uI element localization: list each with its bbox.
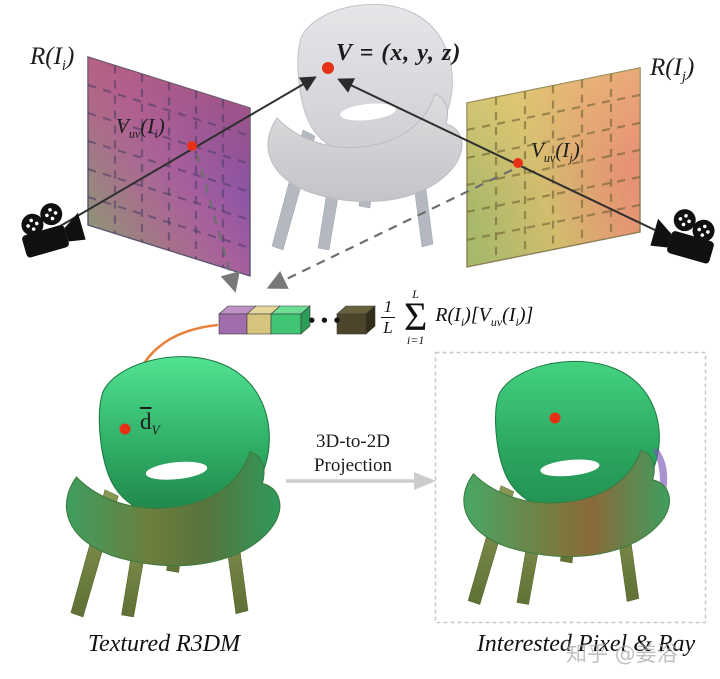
f-text: R(I [435,304,461,326]
ellipsis-dots: ••• [307,312,345,330]
f-text: )] [518,304,534,326]
dashed-arrow-right-plane [266,169,513,289]
mesh-chair-3d [267,4,463,251]
label-sub: j [569,151,573,166]
f-text: (I [502,304,516,326]
label-text: ) [685,54,695,81]
f-sub: i [460,315,465,329]
projected-chair-point [549,412,561,424]
label-text: ) [572,138,580,162]
movie-camera-icon-left [14,196,87,259]
label-Vuv-Ii: Vuv(Ii) [116,114,165,142]
textured-chair-point [119,423,131,435]
red-points [119,62,561,435]
label-text: V [531,138,544,162]
vertex-point [322,62,334,74]
label-dbar-V: dV [140,410,160,437]
feature-vector-blocks [218,305,376,335]
f-text: )[ [464,304,479,326]
label-sub: V [151,422,160,438]
projection-line2: Projection [313,454,393,476]
sigma-symbol: Σ [404,294,428,339]
label-text: R(I [30,43,62,70]
ray-right [337,78,679,242]
label-vertex-xyz: V = (x, y, z) [336,40,462,66]
label-sub: i [154,127,158,142]
denominator: L [383,317,393,337]
textured-chair [66,356,281,618]
numerator: 1 [383,296,393,316]
label-Vuv-Ij: Vuv(Ij) [531,138,580,166]
right-plane-point [513,158,523,168]
label-text: (I [140,114,155,138]
projected-chair [463,360,670,605]
label-text: R(I [650,54,682,81]
projection-arrow [286,472,436,490]
label-text: ) [157,114,165,138]
f-sub: uv [490,315,503,329]
label-sub: uv [128,127,141,142]
fraction-bar [381,316,395,318]
projection-label: 3D-to-2D Projection [292,430,414,478]
movie-camera-icon-right [649,202,720,265]
sum-upper-limit: L [412,287,419,301]
image-plane-right [466,67,641,268]
result-dashed-box [434,351,707,624]
label-text: V [116,114,129,138]
projection-line1: 3D-to-2D [316,431,390,452]
label-sub: i [61,58,66,74]
label-text: ) [65,43,75,70]
caption-textured-r3dm: Textured R3DM [87,631,241,657]
label-text: d [140,409,152,434]
label-text: (I [555,138,570,162]
f-text: V [478,304,491,326]
left-plane-point [187,141,197,151]
label-R-Ij: R(Ij) [650,55,694,85]
ray-left [49,76,317,233]
label-R-Ii: R(Ii) [30,44,74,74]
sum-lower-limit: i=1 [406,333,425,347]
caption-interested-pixel-ray: Interested Pixel & Ray [476,631,696,657]
formula-body: R(Ii)[Vuv(Ii)] [435,304,533,330]
label-sub: j [681,69,686,85]
image-plane-left [87,56,251,277]
label-sub: uv [543,151,556,166]
f-sub: i [515,315,519,329]
dashed-arrow-left-plane [195,153,240,293]
